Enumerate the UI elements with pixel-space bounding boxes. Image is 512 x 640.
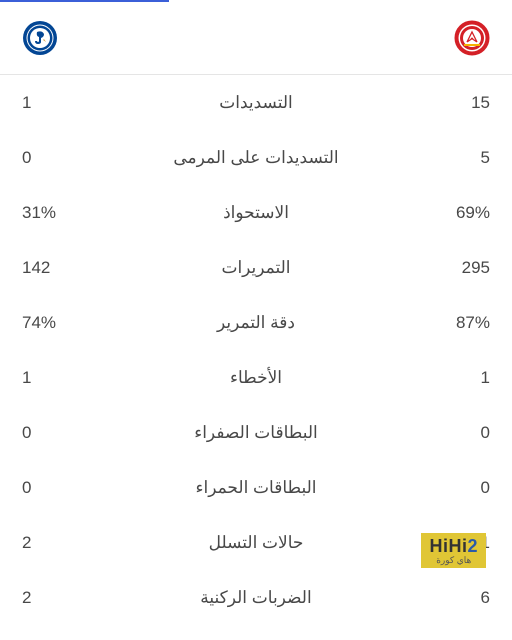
- stat-value-left: 0: [22, 423, 102, 443]
- stat-value-left: 0: [22, 148, 102, 168]
- teams-header: [0, 2, 512, 66]
- stat-row: 31%الاستحواذ69%: [22, 185, 490, 240]
- brentford-crest-icon: [454, 20, 490, 56]
- stat-value-right: 0: [410, 423, 490, 443]
- stat-value-left: 2: [22, 533, 102, 553]
- top-bar-active: [0, 0, 169, 2]
- stat-value-right: 87%: [410, 313, 490, 333]
- stat-label: دقة التمرير: [102, 313, 410, 333]
- stat-value-left: 31%: [22, 203, 102, 223]
- stat-value-right: 6: [410, 588, 490, 608]
- stat-row: 1التسديدات15: [22, 75, 490, 130]
- stat-label: البطاقات الصفراء: [102, 423, 410, 443]
- stat-label: التسديدات: [102, 93, 410, 113]
- stat-label: الاستحواذ: [102, 203, 410, 223]
- team-right-crest: [22, 20, 58, 56]
- top-bar-inactive: [169, 0, 512, 2]
- stat-row: 2الضربات الركنية6: [22, 570, 490, 625]
- stat-value-left: 1: [22, 368, 102, 388]
- stat-value-right: 0: [410, 478, 490, 498]
- stat-row: 2حالات التسلل1: [22, 515, 490, 570]
- stat-value-left: 1: [22, 93, 102, 113]
- stat-row: 0البطاقات الحمراء0: [22, 460, 490, 515]
- watermark-main: HiHi2: [429, 537, 478, 555]
- watermark-sub: هاي كورة: [429, 556, 478, 565]
- stat-label: الضربات الركنية: [102, 588, 410, 608]
- stat-row: 142التمريرات295: [22, 240, 490, 295]
- stat-value-right: 5: [410, 148, 490, 168]
- stat-value-right: 69%: [410, 203, 490, 223]
- site-watermark: HiHi2 هاي كورة: [421, 533, 486, 568]
- stat-label: التسديدات على المرمى: [102, 148, 410, 168]
- stat-value-right: 295: [410, 258, 490, 278]
- chelsea-crest-icon: [22, 20, 58, 56]
- stat-value-left: 0: [22, 478, 102, 498]
- top-accent-bar: [0, 0, 512, 2]
- team-left-crest: [454, 20, 490, 56]
- stat-label: حالات التسلل: [102, 533, 410, 553]
- stat-label: التمريرات: [102, 258, 410, 278]
- stat-label: البطاقات الحمراء: [102, 478, 410, 498]
- stat-value-left: 74%: [22, 313, 102, 333]
- stat-label: الأخطاء: [102, 368, 410, 388]
- stat-row: 0البطاقات الصفراء0: [22, 405, 490, 460]
- stat-row: 0التسديدات على المرمى5: [22, 130, 490, 185]
- stat-row: 1الأخطاء1: [22, 350, 490, 405]
- stat-value-right: 15: [410, 93, 490, 113]
- stat-value-left: 142: [22, 258, 102, 278]
- stat-value-right: 1: [410, 368, 490, 388]
- stat-value-left: 2: [22, 588, 102, 608]
- stat-row: 74%دقة التمرير87%: [22, 295, 490, 350]
